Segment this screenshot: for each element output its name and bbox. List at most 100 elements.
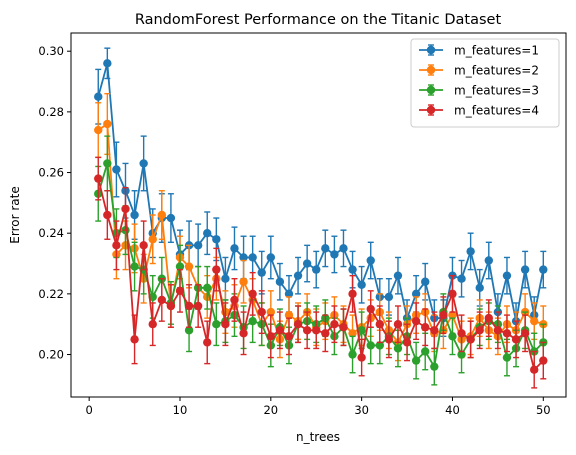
y-tick-label: 0.26	[38, 166, 64, 180]
data-point	[257, 268, 266, 277]
data-point	[275, 326, 285, 335]
data-point	[475, 326, 484, 335]
data-point	[293, 320, 303, 329]
data-point	[284, 332, 294, 341]
data-point	[248, 253, 257, 262]
series-line	[97, 122, 544, 345]
plot-frame	[70, 32, 567, 398]
series-line	[97, 163, 544, 370]
data-point	[539, 265, 548, 274]
data-point	[112, 241, 121, 250]
data-point	[530, 365, 539, 374]
data-point	[493, 326, 503, 335]
data-point	[284, 289, 294, 299]
data-point	[393, 271, 403, 280]
data-point	[248, 289, 257, 299]
data-point	[393, 344, 403, 353]
data-point	[411, 356, 421, 365]
data-point	[448, 310, 457, 320]
data-point	[339, 323, 348, 332]
data-point	[94, 92, 103, 101]
y-axis-label: Error rate	[8, 186, 22, 243]
data-point	[330, 320, 339, 329]
data-point	[130, 335, 139, 344]
data-point	[175, 262, 185, 271]
x-tick-label: 50	[536, 403, 551, 417]
data-point	[266, 253, 276, 262]
data-point	[302, 259, 312, 268]
data-point	[239, 277, 248, 286]
data-point	[366, 341, 375, 350]
data-point	[348, 329, 357, 338]
data-point	[230, 295, 239, 305]
data-point	[402, 338, 412, 347]
data-point	[157, 295, 167, 305]
data-point	[457, 329, 466, 338]
data-point	[375, 341, 385, 350]
series-line	[97, 63, 545, 322]
data-point	[212, 320, 221, 329]
data-point	[103, 159, 112, 168]
data-point	[184, 262, 194, 271]
data-point	[484, 313, 493, 323]
data-point	[148, 235, 157, 244]
data-point	[103, 210, 112, 220]
x-tick-label: 30	[354, 403, 369, 417]
data-point	[421, 347, 430, 356]
data-point	[103, 59, 112, 68]
data-point	[221, 274, 230, 283]
data-point	[157, 210, 167, 220]
y-tick-label: 0.24	[38, 226, 64, 240]
data-point	[284, 310, 294, 320]
data-point	[348, 350, 357, 359]
y-tick-label: 0.28	[38, 105, 64, 119]
data-point	[411, 316, 421, 326]
data-point	[121, 204, 130, 214]
data-point	[475, 283, 484, 292]
legend-label: m_features=1	[454, 44, 539, 58]
data-point	[184, 326, 194, 335]
data-point	[266, 307, 276, 317]
data-point	[312, 326, 321, 335]
data-point	[248, 316, 257, 326]
data-point	[230, 244, 239, 253]
data-point	[366, 304, 375, 314]
data-point	[430, 362, 439, 371]
data-point	[266, 332, 276, 341]
data-point	[357, 326, 366, 335]
data-point	[357, 280, 366, 289]
data-point	[520, 329, 530, 338]
data-point	[384, 335, 394, 344]
data-point	[184, 301, 194, 311]
data-point	[203, 338, 212, 347]
data-point	[312, 265, 321, 274]
data-point	[393, 320, 403, 329]
data-point	[175, 286, 185, 296]
data-point	[502, 329, 512, 338]
data-point	[357, 353, 366, 362]
data-point	[94, 125, 103, 135]
data-point	[439, 310, 448, 320]
data-point	[339, 244, 348, 253]
data-point	[94, 174, 103, 183]
data-point	[166, 213, 176, 223]
data-point	[511, 335, 521, 344]
data-point	[193, 301, 203, 311]
series-4	[94, 156, 548, 389]
data-point	[130, 210, 139, 220]
data-point	[448, 289, 457, 299]
data-point	[203, 283, 212, 292]
data-point	[166, 301, 176, 311]
data-point	[221, 320, 230, 329]
y-tick-label: 0.22	[38, 287, 64, 301]
data-point	[112, 165, 121, 174]
data-point	[484, 256, 493, 265]
data-point	[212, 265, 221, 274]
data-point	[239, 253, 248, 262]
data-point	[257, 307, 266, 317]
data-point	[348, 265, 357, 274]
data-point	[139, 159, 148, 168]
series-layer	[94, 47, 548, 389]
data-point	[466, 247, 475, 256]
